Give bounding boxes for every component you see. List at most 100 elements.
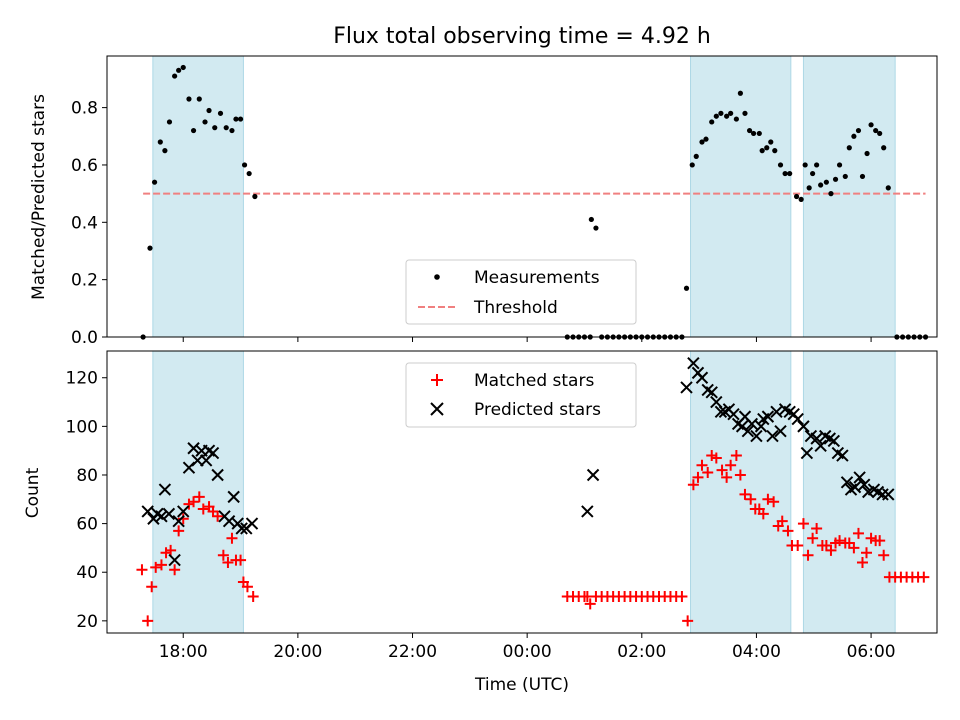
matched-star-point — [878, 549, 890, 561]
matched-star-point — [696, 459, 708, 471]
measurement-point — [172, 73, 178, 79]
matched-star-point — [811, 522, 823, 534]
matched-star-point — [146, 581, 158, 593]
predicted-star-point — [745, 417, 759, 431]
matched-star-point — [687, 479, 699, 491]
matched-star-point — [247, 591, 259, 603]
measurement-point — [593, 225, 599, 231]
predicted-star-point — [840, 476, 854, 489]
measurement-point — [709, 119, 715, 125]
measurement-point — [782, 170, 788, 177]
matched-star-point — [710, 452, 722, 464]
predicted-star-point — [235, 522, 248, 535]
measurement-point — [842, 173, 848, 180]
matched-star-point — [136, 564, 148, 576]
predicted-star-point — [695, 371, 709, 384]
ratio-panel-frame — [106, 55, 938, 338]
matched-star-point — [173, 525, 185, 537]
measurement-point — [699, 139, 705, 145]
measurement-point — [836, 162, 843, 168]
measurement-point — [777, 162, 784, 168]
x-tick-label: 06:00 — [847, 642, 896, 662]
measurement-point — [718, 110, 724, 116]
predicted-star-point — [827, 434, 841, 448]
matched-star-point — [768, 496, 780, 508]
ratio-panel: 0.00.20.40.60.8 Matched/Predicted stars … — [29, 55, 938, 348]
observing-window-band — [802, 55, 896, 338]
x-tick-label: 20:00 — [273, 642, 322, 662]
predicted-star-point — [727, 407, 740, 421]
predicted-star-point — [177, 505, 190, 518]
y-tick-label: 120 — [66, 369, 98, 389]
matched-star-point — [797, 518, 809, 530]
measurement-point — [196, 96, 202, 102]
matched-star-point — [734, 469, 746, 481]
y-tick-label: 0.2 — [71, 271, 98, 291]
matched-star-point — [874, 535, 886, 547]
measurement-point — [212, 125, 218, 131]
matched-star-point — [584, 598, 596, 610]
measurement-point — [233, 116, 239, 122]
matched-star-point — [150, 561, 162, 573]
measurement-point — [176, 67, 182, 73]
predicted-star-point — [172, 514, 185, 528]
legend-matched-label: Matched stars — [474, 371, 594, 391]
measurement-point — [859, 173, 866, 180]
ratio-x-ticks — [182, 337, 872, 342]
measurement-point — [588, 216, 594, 223]
measurement-point — [246, 170, 252, 177]
x-tick-label: 04:00 — [732, 642, 781, 662]
measurement-point — [683, 285, 690, 291]
predicted-star-point — [680, 381, 693, 394]
matched-star-point — [802, 549, 814, 561]
matched-star-point — [235, 554, 247, 566]
measurement-point — [737, 90, 743, 96]
predicted-star-point — [853, 471, 866, 484]
matched-star-point — [177, 513, 189, 525]
ratio-legend: Measurements Threshold — [405, 259, 637, 325]
measurement-point — [846, 145, 852, 151]
predicted-star-point — [141, 505, 154, 518]
legend-box — [405, 362, 637, 428]
predicted-star-point — [800, 446, 814, 460]
matched-star-point — [222, 557, 234, 568]
matched-star-point — [782, 525, 794, 537]
y-tick-label: 0.4 — [71, 213, 98, 233]
predicted-star-point — [168, 553, 181, 567]
predicted-star-point — [882, 488, 895, 501]
measurement-point — [810, 170, 816, 177]
measurement-point — [202, 119, 208, 125]
measurement-point — [855, 127, 862, 134]
predicted-star-point — [876, 488, 889, 501]
measurement-point — [147, 245, 153, 251]
measurement-point — [689, 162, 695, 168]
chart-title: Flux total observing time = 4.92 h — [333, 24, 711, 49]
predicted-star-point — [774, 425, 787, 438]
predicted-star-point — [714, 405, 728, 418]
matched-star-point — [792, 539, 804, 551]
measurement-point — [746, 127, 753, 134]
x-tick-label: 02:00 — [617, 642, 666, 662]
predicted-star-point — [741, 425, 755, 438]
measurement-point — [802, 162, 808, 168]
x-tick-label: 22:00 — [388, 642, 437, 662]
measurement-point — [832, 176, 839, 182]
predicted-star-point — [687, 356, 700, 370]
predicted-star-point — [770, 405, 783, 418]
matched-star-point — [848, 542, 860, 554]
x-axis-label: Time (UTC) — [474, 675, 569, 695]
measurement-point — [206, 107, 212, 114]
matched-star-point — [860, 547, 872, 559]
measurement-point — [877, 130, 883, 137]
measurement-point — [724, 113, 730, 119]
measurement-point — [713, 113, 719, 119]
measurement-point — [237, 116, 244, 122]
predicted-star-point — [211, 468, 224, 482]
y-tick-label: 0.6 — [71, 156, 98, 176]
measurement-point — [873, 127, 879, 134]
matched-star-point — [142, 615, 154, 627]
matched-star-point — [834, 535, 846, 547]
predicted-star-point — [766, 429, 779, 443]
measurement-point — [806, 185, 812, 191]
measurement-point — [793, 193, 800, 200]
